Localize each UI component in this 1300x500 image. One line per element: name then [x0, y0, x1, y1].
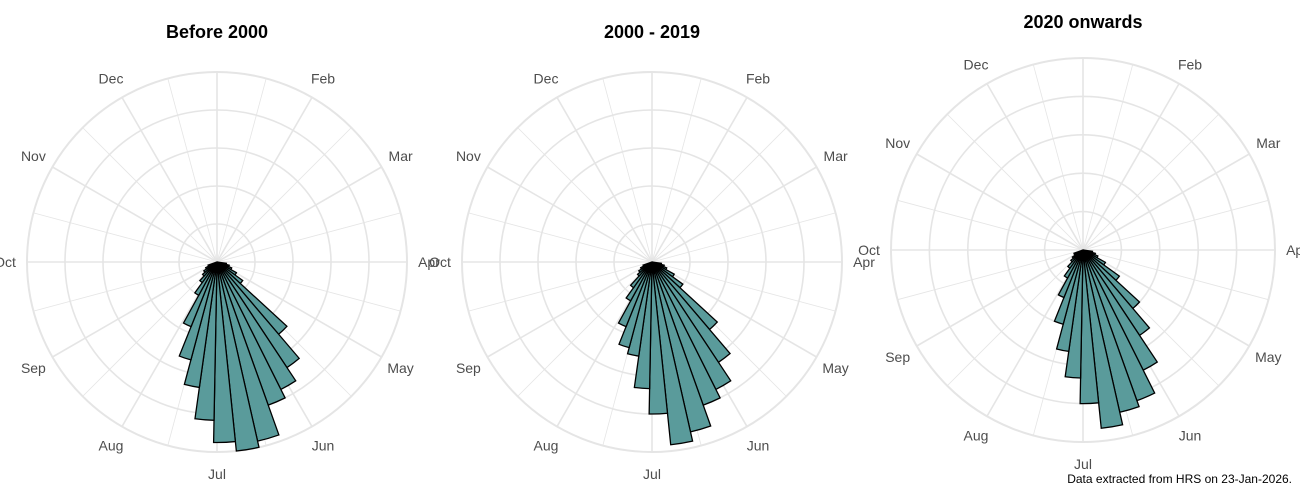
polar-bar — [216, 261, 260, 452]
grid-spoke — [487, 261, 653, 358]
grid-spoke — [916, 153, 1084, 251]
panel-title: Before 2000 — [166, 22, 268, 42]
month-label-apr: Apr — [853, 254, 875, 270]
grid-spoke — [216, 78, 267, 263]
polar-bar — [1082, 249, 1124, 429]
grid-spoke — [33, 212, 218, 263]
grid-spoke — [916, 249, 1084, 347]
grid-spoke — [946, 113, 1084, 251]
month-label-oct: Oct — [429, 254, 451, 270]
month-label-nov: Nov — [456, 148, 481, 164]
month-label-aug: Aug — [99, 438, 124, 454]
month-label-jun: Jun — [747, 438, 770, 454]
month-label-mar: Mar — [389, 148, 413, 164]
polar-bar — [207, 261, 218, 268]
month-label-nov: Nov — [21, 148, 46, 164]
month-label-dec: Dec — [534, 70, 559, 86]
grid-spoke — [121, 97, 218, 263]
month-label-sep: Sep — [21, 360, 46, 376]
grid-spoke — [651, 212, 836, 263]
grid-spoke — [986, 83, 1084, 251]
grid-spoke — [517, 127, 653, 263]
grid-spoke — [897, 249, 1084, 301]
grid-spoke — [82, 261, 218, 397]
month-label-mar: Mar — [824, 148, 848, 164]
month-label-jul: Jul — [643, 466, 661, 482]
month-label-mar: Mar — [1256, 135, 1280, 151]
month-label-apr: Apr — [418, 254, 440, 270]
month-label-sep: Sep — [885, 349, 910, 365]
polar-panel-2: 2000 - 2019 Feb Mar Apr May Jun Jul Aug Sep Oct No… — [429, 22, 875, 482]
grid-spoke — [216, 212, 401, 263]
grid-spoke — [1082, 199, 1269, 251]
grid-spoke — [1082, 249, 1269, 301]
grid-spoke — [1032, 64, 1084, 251]
polar-bar — [1079, 249, 1100, 405]
grid-spoke — [216, 166, 382, 263]
grid-spoke — [1082, 249, 1250, 347]
month-label-jul: Jul — [1074, 456, 1092, 472]
month-label-may: May — [1255, 349, 1281, 365]
month-label-jun: Jun — [312, 438, 335, 454]
grid-spoke — [487, 166, 653, 263]
grid-spoke — [82, 127, 218, 263]
grid-spoke — [167, 78, 218, 263]
month-label-oct: Oct — [858, 242, 880, 258]
panel-title: 2020 onwards — [1023, 12, 1142, 32]
grid-spoke — [651, 78, 702, 263]
grid-spoke — [946, 249, 1084, 387]
month-label-oct: Oct — [0, 254, 16, 270]
grid-spoke — [216, 261, 382, 358]
grid-spoke — [556, 97, 653, 263]
grid-spoke — [602, 78, 653, 263]
month-label-feb: Feb — [746, 70, 770, 86]
polar-bar — [648, 261, 669, 415]
polar-panel-1: Before 2000 Feb Mar Apr May Jun Jul Aug Sep Oct No… — [0, 22, 440, 482]
month-label-may: May — [387, 360, 413, 376]
grid-spoke — [468, 261, 653, 312]
month-label-apr: Apr — [1286, 242, 1300, 258]
grid-spoke — [1082, 113, 1220, 251]
grid-spoke — [651, 127, 787, 263]
month-label-dec: Dec — [964, 57, 989, 73]
grid-spoke — [517, 261, 653, 397]
grid-spoke — [651, 166, 817, 263]
polar-panel-3: 2020 onwards Feb Mar Apr May Jun Jul Aug Sep Oct N… — [858, 12, 1300, 472]
grid-spoke — [651, 261, 836, 312]
panel-title: 2000 - 2019 — [604, 22, 700, 42]
grid-spoke — [216, 97, 313, 263]
grid-spoke — [1082, 153, 1250, 251]
grid-spoke — [216, 127, 352, 263]
month-label-sep: Sep — [456, 360, 481, 376]
grid-spoke — [1082, 64, 1134, 251]
month-label-jul: Jul — [208, 466, 226, 482]
polar-bar — [642, 261, 653, 268]
month-label-may: May — [822, 360, 848, 376]
month-label-jun: Jun — [1179, 427, 1202, 443]
data-source-caption: Data extracted from HRS on 23-Jan-2026. — [1067, 472, 1292, 486]
grid-spoke — [1082, 83, 1180, 251]
month-label-feb: Feb — [1178, 57, 1202, 73]
grid-spoke — [651, 261, 817, 358]
month-label-feb: Feb — [311, 70, 335, 86]
month-label-dec: Dec — [99, 70, 124, 86]
polar-bar — [1073, 249, 1084, 256]
grid-spoke — [216, 261, 401, 312]
month-label-aug: Aug — [534, 438, 559, 454]
grid-spoke — [52, 261, 218, 358]
polar-bar — [651, 261, 694, 446]
month-label-aug: Aug — [964, 427, 989, 443]
grid-spoke — [52, 166, 218, 263]
grid-spoke — [468, 212, 653, 263]
polar-bar — [212, 261, 237, 444]
grid-spoke — [897, 199, 1084, 251]
grid-spoke — [651, 97, 748, 263]
month-label-nov: Nov — [885, 135, 910, 151]
grid-spoke — [33, 261, 218, 312]
